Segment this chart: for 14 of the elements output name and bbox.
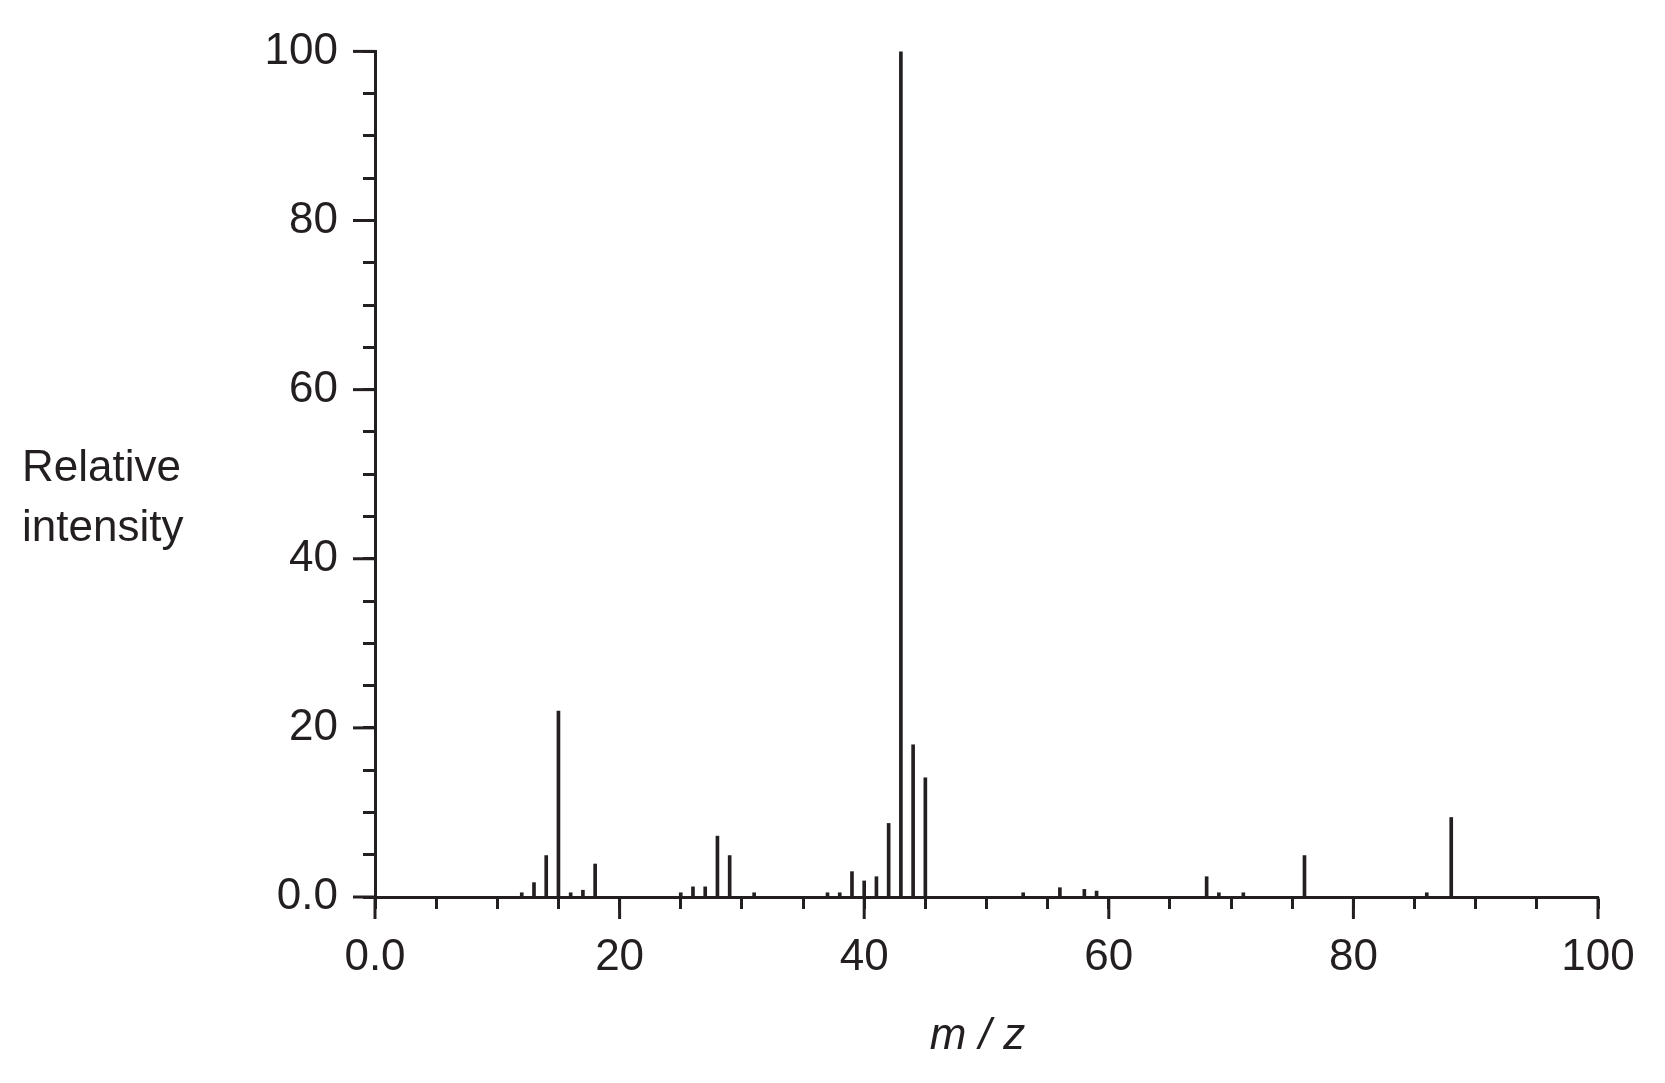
x-tick-label: 0.0 bbox=[344, 929, 406, 979]
y-tick-label: 40 bbox=[289, 530, 338, 580]
x-tick-label: 100 bbox=[1561, 929, 1635, 979]
y-axis-title: Relative intensity bbox=[22, 440, 185, 552]
y-tick-label: 100 bbox=[264, 23, 338, 73]
x-axis-title: m / z bbox=[928, 1008, 1027, 1060]
x-tick-label: 40 bbox=[839, 929, 889, 979]
y-tick-label: 0.0 bbox=[276, 869, 338, 919]
y-tick-label: 60 bbox=[289, 361, 338, 411]
y-tick-label: 80 bbox=[289, 192, 338, 242]
x-tick-label: 60 bbox=[1084, 929, 1134, 979]
x-tick-label: 80 bbox=[1328, 929, 1378, 979]
x-tick-label: 20 bbox=[595, 929, 645, 979]
y-tick-label: 20 bbox=[289, 700, 338, 750]
